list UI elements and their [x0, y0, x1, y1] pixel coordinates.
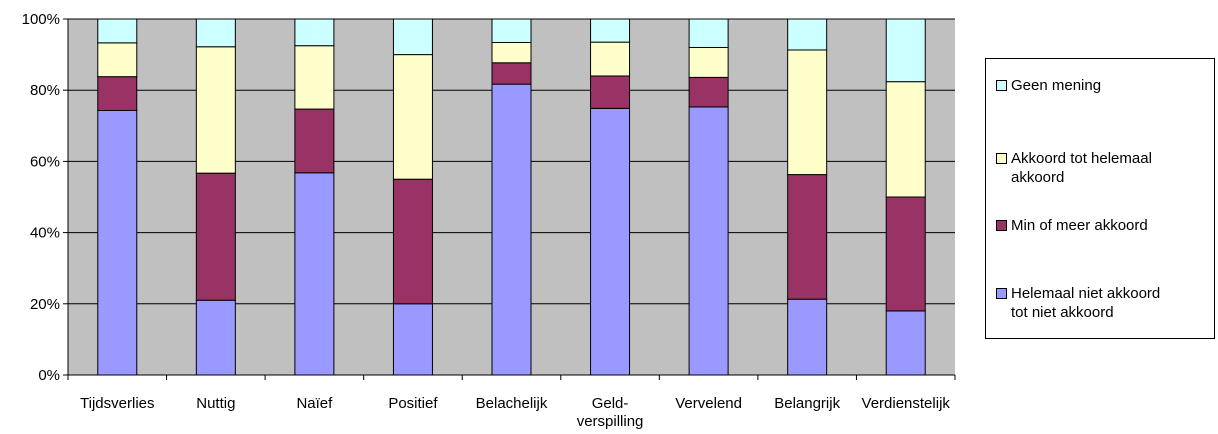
bar-segment-3-8 — [787, 49, 828, 176]
legend-swatch — [996, 153, 1007, 164]
bar-segment-1-6 — [590, 107, 631, 376]
bar-segment-2-8 — [787, 174, 828, 300]
y-tick-label: 60% — [30, 153, 60, 170]
y-axis: 0% 20% 40% 60% 80% 100% — [22, 11, 69, 384]
x-category-label: Tijdsverlies — [80, 395, 154, 412]
y-tick-label: 80% — [30, 82, 60, 99]
x-axis: Tijdsverlies Nuttig Naïef Positief Belacheli… — [67, 374, 956, 430]
legend-item: Geen mening — [996, 76, 1211, 95]
x-category-label: Positief — [388, 395, 438, 412]
bar-segment-2-5 — [491, 62, 532, 85]
x-category-label: Geld-verspilling — [577, 395, 644, 430]
bar-segment-4-2 — [195, 18, 236, 48]
bar-segment-1-4 — [392, 303, 433, 376]
x-category-label: Nuttig — [196, 395, 235, 412]
legend-item: Min of meer akkoord — [996, 216, 1211, 235]
bar-segment-2-7 — [688, 76, 729, 108]
bars — [97, 18, 926, 376]
bar-segment-1-3 — [294, 172, 335, 376]
bar-segment-4-8 — [787, 18, 828, 51]
bar-segment-4-1 — [97, 18, 138, 44]
bar-segment-2-9 — [885, 196, 926, 312]
bar-segment-4-5 — [491, 18, 532, 43]
legend-label: Helemaal niet akkoord tot niet akkoord — [1011, 285, 1161, 321]
bar-segment-3-1 — [97, 42, 138, 78]
y-tick-label: 0% — [38, 367, 60, 384]
bar-segment-2-6 — [590, 75, 631, 109]
x-category-label: Naïef — [296, 395, 333, 412]
legend-label: Geen mening — [1011, 77, 1102, 94]
bar-segment-3-2 — [195, 46, 236, 174]
x-category-label: Belachelijk — [476, 395, 548, 412]
bar-segment-1-8 — [787, 298, 828, 376]
bar-segment-3-4 — [392, 54, 433, 180]
bar-segment-1-9 — [885, 310, 926, 376]
legend-label: Akkoord tot helemaal akkoord — [1011, 150, 1152, 186]
legend-item: Akkoord tot helemaal akkoord — [996, 149, 1211, 187]
x-category-label: Belangrijk — [774, 395, 840, 412]
bar-segment-1-2 — [195, 299, 236, 376]
bar-segment-3-9 — [885, 81, 926, 198]
bar-segment-4-3 — [294, 18, 335, 47]
bar-segment-2-2 — [195, 172, 236, 301]
bar-segment-4-7 — [688, 18, 729, 48]
bar-segment-4-4 — [392, 18, 433, 56]
legend-swatch — [996, 220, 1007, 231]
x-category-label: Verdienstelijk — [862, 395, 951, 412]
bar-segment-2-4 — [392, 178, 433, 305]
legend-item: Helemaal niet akkoord tot niet akkoord — [996, 284, 1211, 322]
bar-segment-3-3 — [294, 45, 335, 110]
stacked-bar-chart: 0% 20% 40% 60% 80% 100% Tijdsverlies Nuttig Naï… — [22, 11, 956, 430]
y-tick-label: 100% — [22, 11, 60, 28]
bar-segment-4-9 — [885, 18, 926, 83]
y-tick-label: 40% — [30, 225, 60, 242]
y-tick-label: 20% — [30, 296, 60, 313]
bar-segment-1-1 — [97, 109, 138, 376]
bar-segment-3-7 — [688, 46, 729, 78]
legend: Geen mening Akkoord tot helemaal akkoord Mi… — [985, 58, 1215, 339]
legend-swatch — [996, 288, 1007, 299]
bar-segment-3-5 — [491, 41, 532, 64]
bar-segment-1-5 — [491, 83, 532, 376]
bar-segment-2-1 — [97, 76, 138, 111]
bar-segment-2-3 — [294, 108, 335, 174]
legend-swatch — [996, 80, 1007, 91]
bar-segment-4-6 — [590, 18, 631, 43]
legend-label: Min of meer akkoord — [1011, 217, 1148, 234]
x-category-label: Vervelend — [675, 395, 742, 412]
bar-segment-3-6 — [590, 41, 631, 77]
bar-segment-1-7 — [688, 106, 729, 376]
